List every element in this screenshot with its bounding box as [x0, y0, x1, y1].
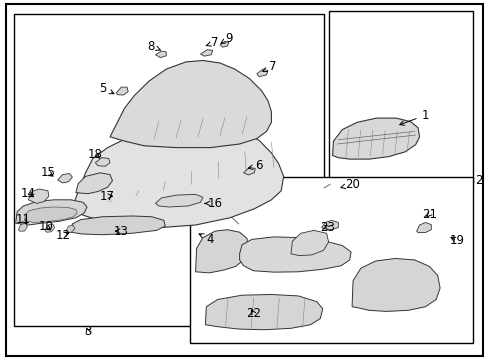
Text: 6: 6: [248, 159, 263, 172]
Text: 18: 18: [88, 148, 102, 161]
Polygon shape: [239, 237, 350, 272]
Text: 13: 13: [114, 225, 128, 238]
Polygon shape: [416, 222, 430, 233]
Text: 1: 1: [399, 109, 428, 125]
Polygon shape: [205, 294, 322, 330]
Text: 17: 17: [100, 190, 115, 203]
Polygon shape: [66, 225, 75, 233]
Bar: [14, 14, 324, 326]
Polygon shape: [19, 223, 27, 231]
Text: 21: 21: [421, 208, 436, 221]
Polygon shape: [195, 230, 248, 273]
Text: 3: 3: [84, 325, 92, 338]
Bar: [189, 177, 472, 343]
Text: 20: 20: [340, 178, 359, 191]
Polygon shape: [155, 194, 203, 207]
Polygon shape: [58, 174, 72, 183]
Polygon shape: [110, 60, 271, 148]
Text: 7: 7: [262, 60, 276, 73]
Polygon shape: [45, 224, 55, 232]
Polygon shape: [321, 220, 338, 230]
Polygon shape: [243, 167, 255, 175]
Polygon shape: [16, 200, 87, 225]
Polygon shape: [71, 216, 165, 235]
Text: 23: 23: [320, 221, 334, 234]
Text: 10: 10: [39, 220, 54, 233]
Polygon shape: [95, 158, 110, 166]
Polygon shape: [220, 41, 228, 47]
Polygon shape: [155, 51, 166, 58]
Text: 12: 12: [56, 229, 71, 242]
Text: 22: 22: [245, 307, 260, 320]
Text: 11: 11: [16, 213, 31, 226]
Polygon shape: [76, 173, 112, 194]
Polygon shape: [290, 230, 328, 256]
Polygon shape: [256, 69, 267, 77]
Text: 19: 19: [449, 234, 464, 247]
Text: 7: 7: [205, 36, 219, 49]
Polygon shape: [24, 207, 77, 222]
Polygon shape: [351, 258, 439, 311]
Text: 5: 5: [99, 82, 114, 95]
Text: 9: 9: [221, 32, 232, 45]
Bar: [328, 11, 472, 184]
Polygon shape: [116, 87, 128, 95]
Text: 8: 8: [146, 40, 160, 53]
Text: 2: 2: [474, 174, 482, 186]
Text: 4: 4: [199, 233, 214, 246]
Polygon shape: [71, 119, 283, 228]
Polygon shape: [28, 189, 49, 203]
Polygon shape: [332, 118, 419, 159]
Polygon shape: [200, 50, 212, 56]
Text: 14: 14: [21, 187, 36, 200]
Text: 16: 16: [204, 197, 222, 210]
Text: 15: 15: [41, 166, 55, 179]
